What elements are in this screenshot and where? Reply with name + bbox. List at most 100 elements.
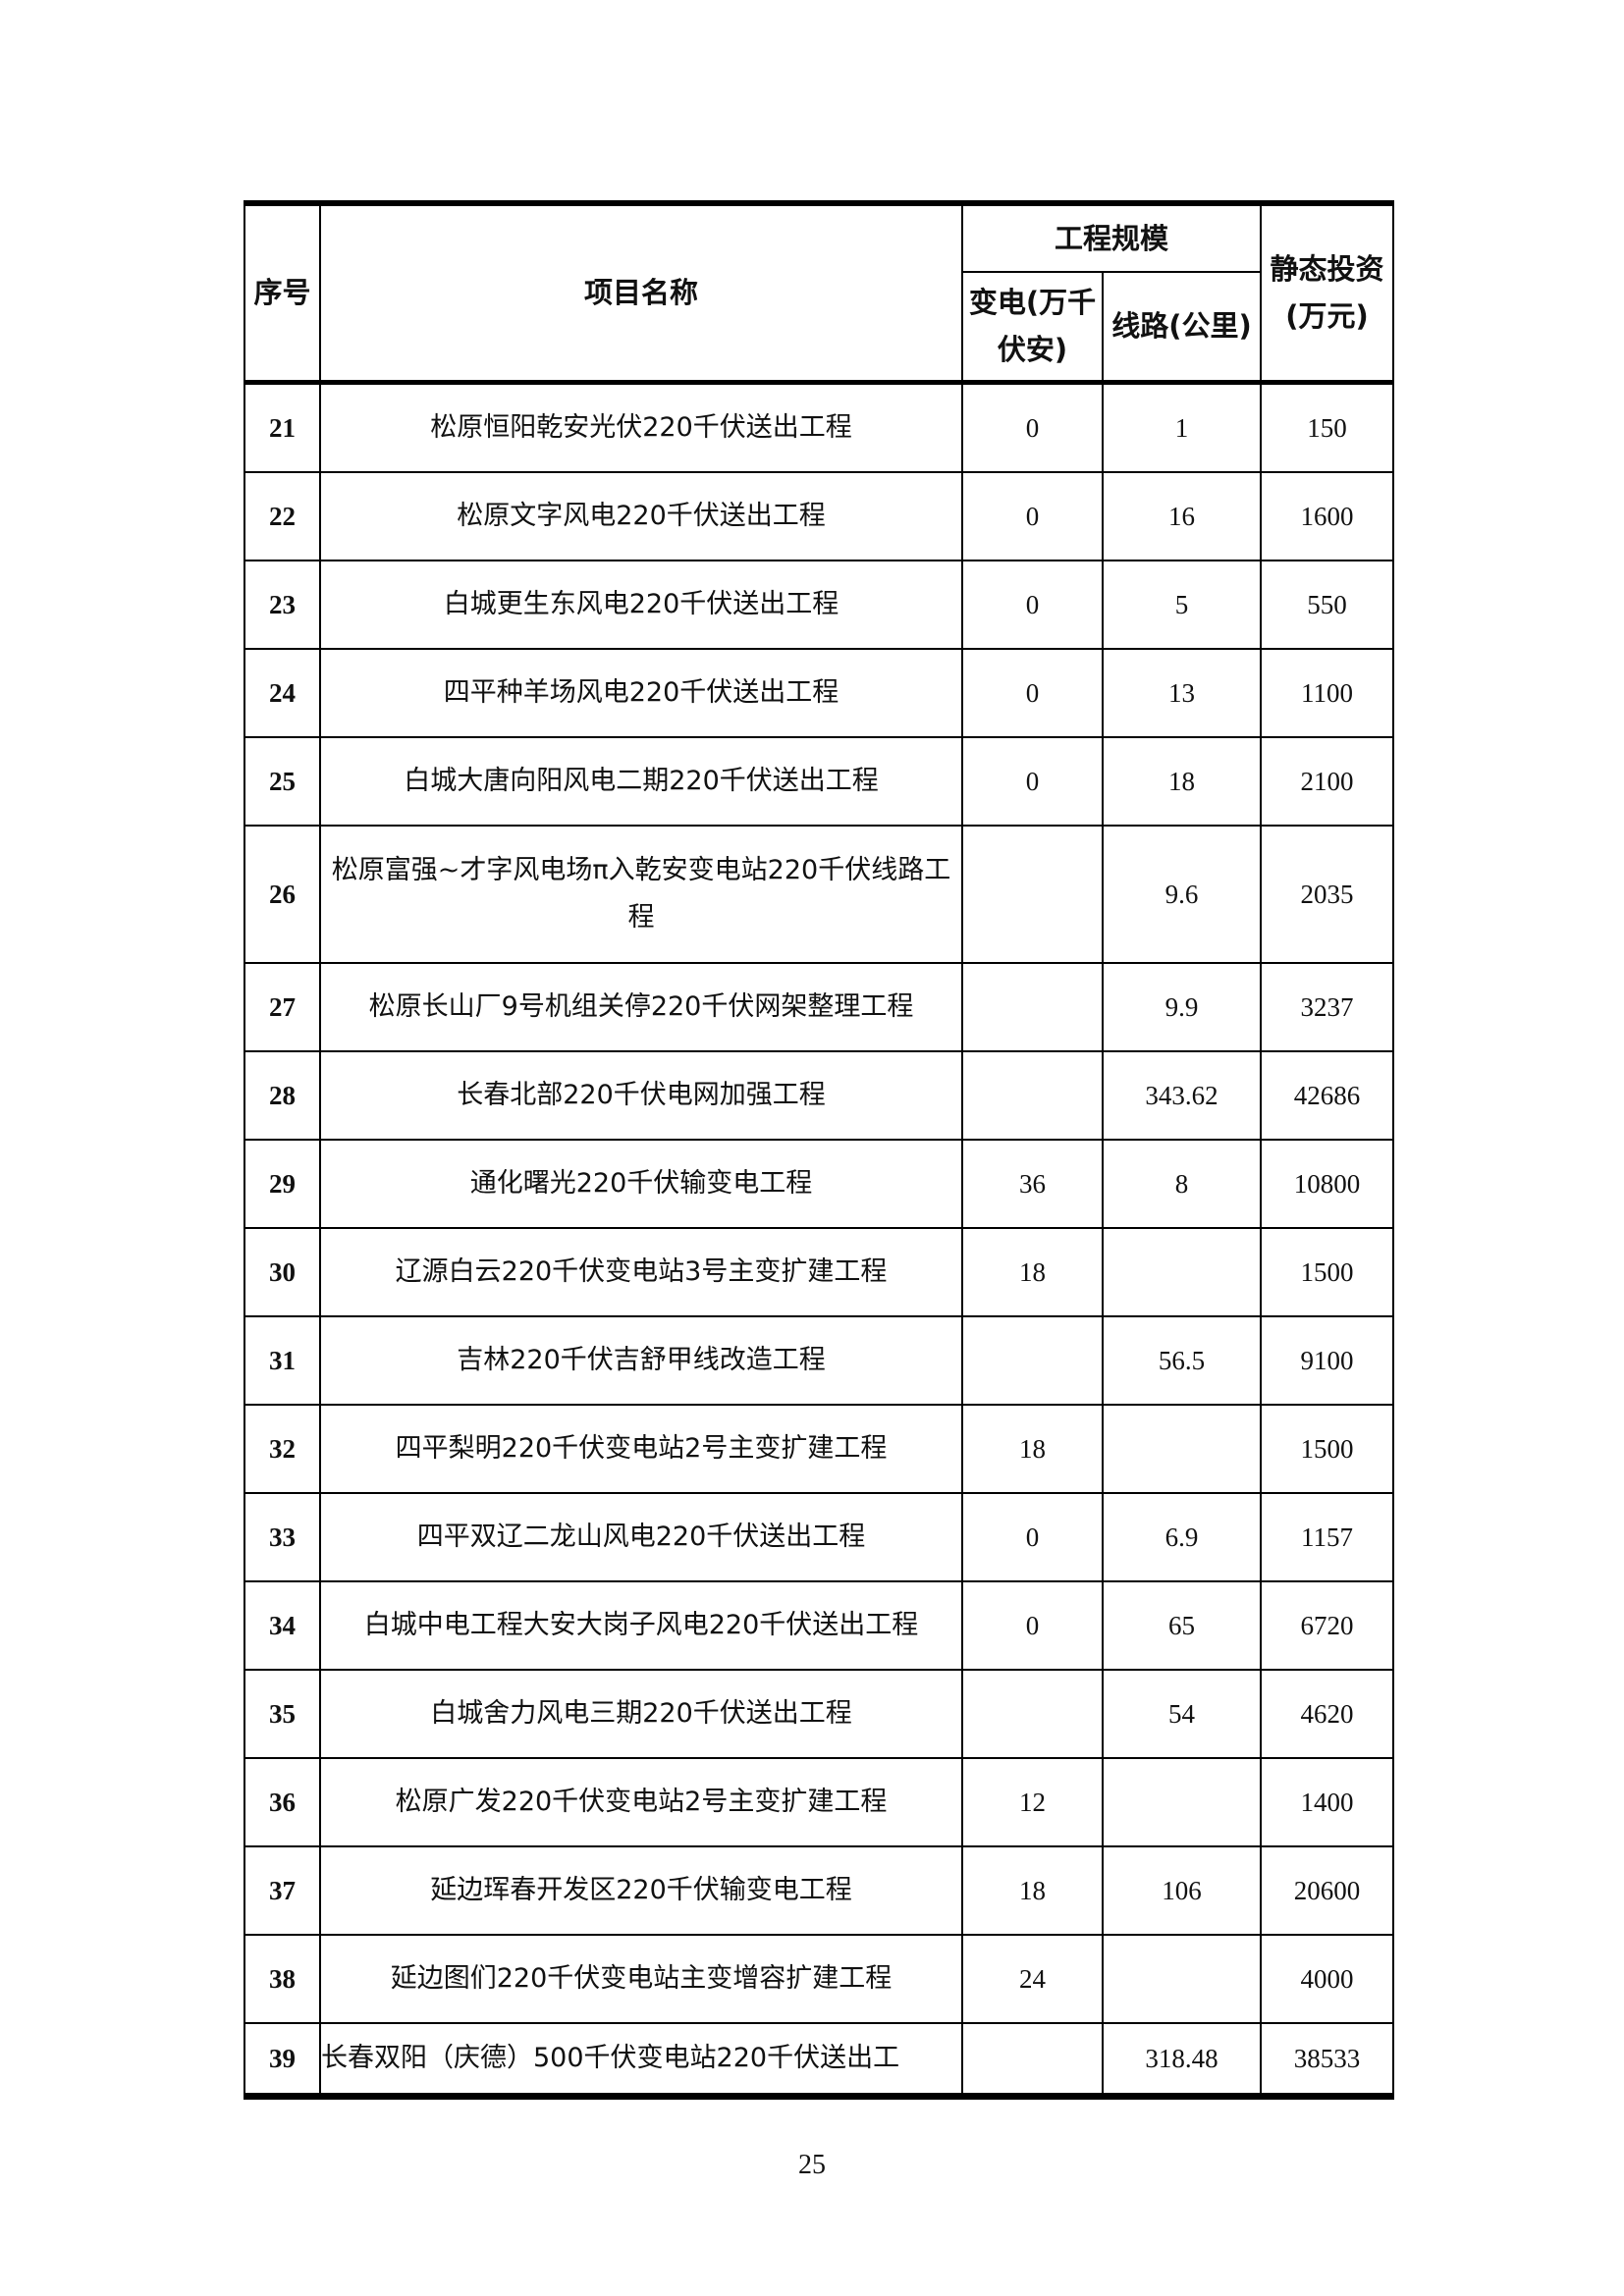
- substation-capacity: 12: [961, 1756, 1104, 1847]
- static-investment: 4000: [1260, 1933, 1395, 2024]
- row-number: 33: [244, 1491, 321, 1582]
- header-substation: 变电(万千伏安): [961, 271, 1104, 385]
- substation-capacity: 18: [961, 1844, 1104, 1936]
- line-length: 65: [1101, 1579, 1263, 1671]
- project-name: 四平种羊场风电220千伏送出工程: [319, 647, 963, 738]
- static-investment: 42686: [1260, 1049, 1395, 1141]
- row-number: 39: [244, 2021, 321, 2100]
- line-length: [1101, 1226, 1263, 1317]
- static-investment: 1500: [1260, 1403, 1395, 1494]
- static-investment: 4620: [1260, 1668, 1395, 1759]
- static-investment: 550: [1260, 559, 1395, 650]
- substation-capacity: 0: [961, 1491, 1104, 1582]
- static-investment: 2100: [1260, 735, 1395, 827]
- line-length: 5: [1101, 559, 1263, 650]
- line-length: [1101, 1933, 1263, 2024]
- line-length: 9.6: [1101, 824, 1263, 964]
- row-number: 23: [244, 559, 321, 650]
- table-row: 34 白城中电工程大安大岗子风电220千伏送出工程 0 65 6720: [244, 1579, 1395, 1671]
- project-name: 长春北部220千伏电网加强工程: [319, 1049, 963, 1141]
- static-investment: 2035: [1260, 824, 1395, 964]
- table-row: 29 通化曙光220千伏输变电工程 36 8 10800: [244, 1138, 1395, 1229]
- project-table: 序号 项目名称 工程规模 静态投资(万元) 变电(万千伏安) 线路(公里) 21…: [244, 200, 1395, 2100]
- page-number: 25: [798, 2150, 826, 2180]
- row-number: 24: [244, 647, 321, 738]
- row-number: 22: [244, 470, 321, 561]
- substation-capacity: 18: [961, 1226, 1104, 1317]
- table-row: 38 延边图们220千伏变电站主变增容扩建工程 24 4000: [244, 1933, 1395, 2024]
- line-length: 56.5: [1101, 1314, 1263, 1406]
- row-number: 35: [244, 1668, 321, 1759]
- static-investment: 9100: [1260, 1314, 1395, 1406]
- project-name: 松原恒阳乾安光伏220千伏送出工程: [319, 381, 963, 473]
- substation-capacity: 24: [961, 1933, 1104, 2024]
- substation-capacity: 36: [961, 1138, 1104, 1229]
- substation-capacity: 0: [961, 470, 1104, 561]
- static-investment: 6720: [1260, 1579, 1395, 1671]
- project-name: 延边图们220千伏变电站主变增容扩建工程: [319, 1933, 963, 2024]
- table-row: 21 松原恒阳乾安光伏220千伏送出工程 0 1 150: [244, 381, 1395, 473]
- table-row: 36 松原广发220千伏变电站2号主变扩建工程 12 1400: [244, 1756, 1395, 1847]
- project-name: 白城舍力风电三期220千伏送出工程: [319, 1668, 963, 1759]
- static-investment: 20600: [1260, 1844, 1395, 1936]
- row-number: 25: [244, 735, 321, 827]
- project-name: 长春双阳（庆德）500千伏变电站220千伏送出工: [319, 2021, 963, 2100]
- line-length: 343.62: [1101, 1049, 1263, 1141]
- substation-capacity: [961, 824, 1104, 964]
- line-length: 1: [1101, 381, 1263, 473]
- row-number: 34: [244, 1579, 321, 1671]
- substation-capacity: [961, 1668, 1104, 1759]
- project-name: 松原文字风电220千伏送出工程: [319, 470, 963, 561]
- project-name: 延边珲春开发区220千伏输变电工程: [319, 1844, 963, 1936]
- table-row: 28 长春北部220千伏电网加强工程 343.62 42686: [244, 1049, 1395, 1141]
- header-no: 序号: [244, 200, 321, 385]
- project-name: 松原长山厂9号机组关停220千伏网架整理工程: [319, 961, 963, 1052]
- table-row: 35 白城舍力风电三期220千伏送出工程 54 4620: [244, 1668, 1395, 1759]
- table-row: 24 四平种羊场风电220千伏送出工程 0 13 1100: [244, 647, 1395, 738]
- substation-capacity: 18: [961, 1403, 1104, 1494]
- substation-capacity: [961, 1049, 1104, 1141]
- project-name: 白城大唐向阳风电二期220千伏送出工程: [319, 735, 963, 827]
- table-row: 37 延边珲春开发区220千伏输变电工程 18 106 20600: [244, 1844, 1395, 1936]
- row-number: 27: [244, 961, 321, 1052]
- line-length: 18: [1101, 735, 1263, 827]
- row-number: 26: [244, 824, 321, 964]
- static-investment: 3237: [1260, 961, 1395, 1052]
- line-length: 6.9: [1101, 1491, 1263, 1582]
- substation-capacity: 0: [961, 735, 1104, 827]
- substation-capacity: [961, 2021, 1104, 2100]
- line-length: 16: [1101, 470, 1263, 561]
- header-name: 项目名称: [319, 200, 963, 385]
- row-number: 37: [244, 1844, 321, 1936]
- project-name: 辽源白云220千伏变电站3号主变扩建工程: [319, 1226, 963, 1317]
- row-number: 29: [244, 1138, 321, 1229]
- table-row: 31 吉林220千伏吉舒甲线改造工程 56.5 9100: [244, 1314, 1395, 1406]
- row-number: 21: [244, 381, 321, 473]
- header-investment: 静态投资(万元): [1260, 200, 1395, 385]
- project-name: 松原广发220千伏变电站2号主变扩建工程: [319, 1756, 963, 1847]
- table-row: 27 松原长山厂9号机组关停220千伏网架整理工程 9.9 3237: [244, 961, 1395, 1052]
- substation-capacity: [961, 961, 1104, 1052]
- project-name: 通化曙光220千伏输变电工程: [319, 1138, 963, 1229]
- static-investment: 1157: [1260, 1491, 1395, 1582]
- table-row: 22 松原文字风电220千伏送出工程 0 16 1600: [244, 470, 1395, 561]
- row-number: 28: [244, 1049, 321, 1141]
- static-investment: 1400: [1260, 1756, 1395, 1847]
- line-length: 106: [1101, 1844, 1263, 1936]
- row-number: 32: [244, 1403, 321, 1494]
- substation-capacity: [961, 1314, 1104, 1406]
- header-scale: 工程规模: [960, 200, 1263, 273]
- project-name: 四平梨明220千伏变电站2号主变扩建工程: [319, 1403, 963, 1494]
- table-row: 39 长春双阳（庆德）500千伏变电站220千伏送出工 318.48 38533: [244, 2021, 1395, 2100]
- table-row: 23 白城更生东风电220千伏送出工程 0 5 550: [244, 559, 1395, 650]
- static-investment: 10800: [1260, 1138, 1395, 1229]
- row-number: 38: [244, 1933, 321, 2024]
- table-row: 33 四平双辽二龙山风电220千伏送出工程 0 6.9 1157: [244, 1491, 1395, 1582]
- project-name: 吉林220千伏吉舒甲线改造工程: [319, 1314, 963, 1406]
- substation-capacity: 0: [961, 1579, 1104, 1671]
- static-investment: 1100: [1260, 647, 1395, 738]
- static-investment: 150: [1260, 381, 1395, 473]
- substation-capacity: 0: [961, 559, 1104, 650]
- row-number: 36: [244, 1756, 321, 1847]
- static-investment: 1500: [1260, 1226, 1395, 1317]
